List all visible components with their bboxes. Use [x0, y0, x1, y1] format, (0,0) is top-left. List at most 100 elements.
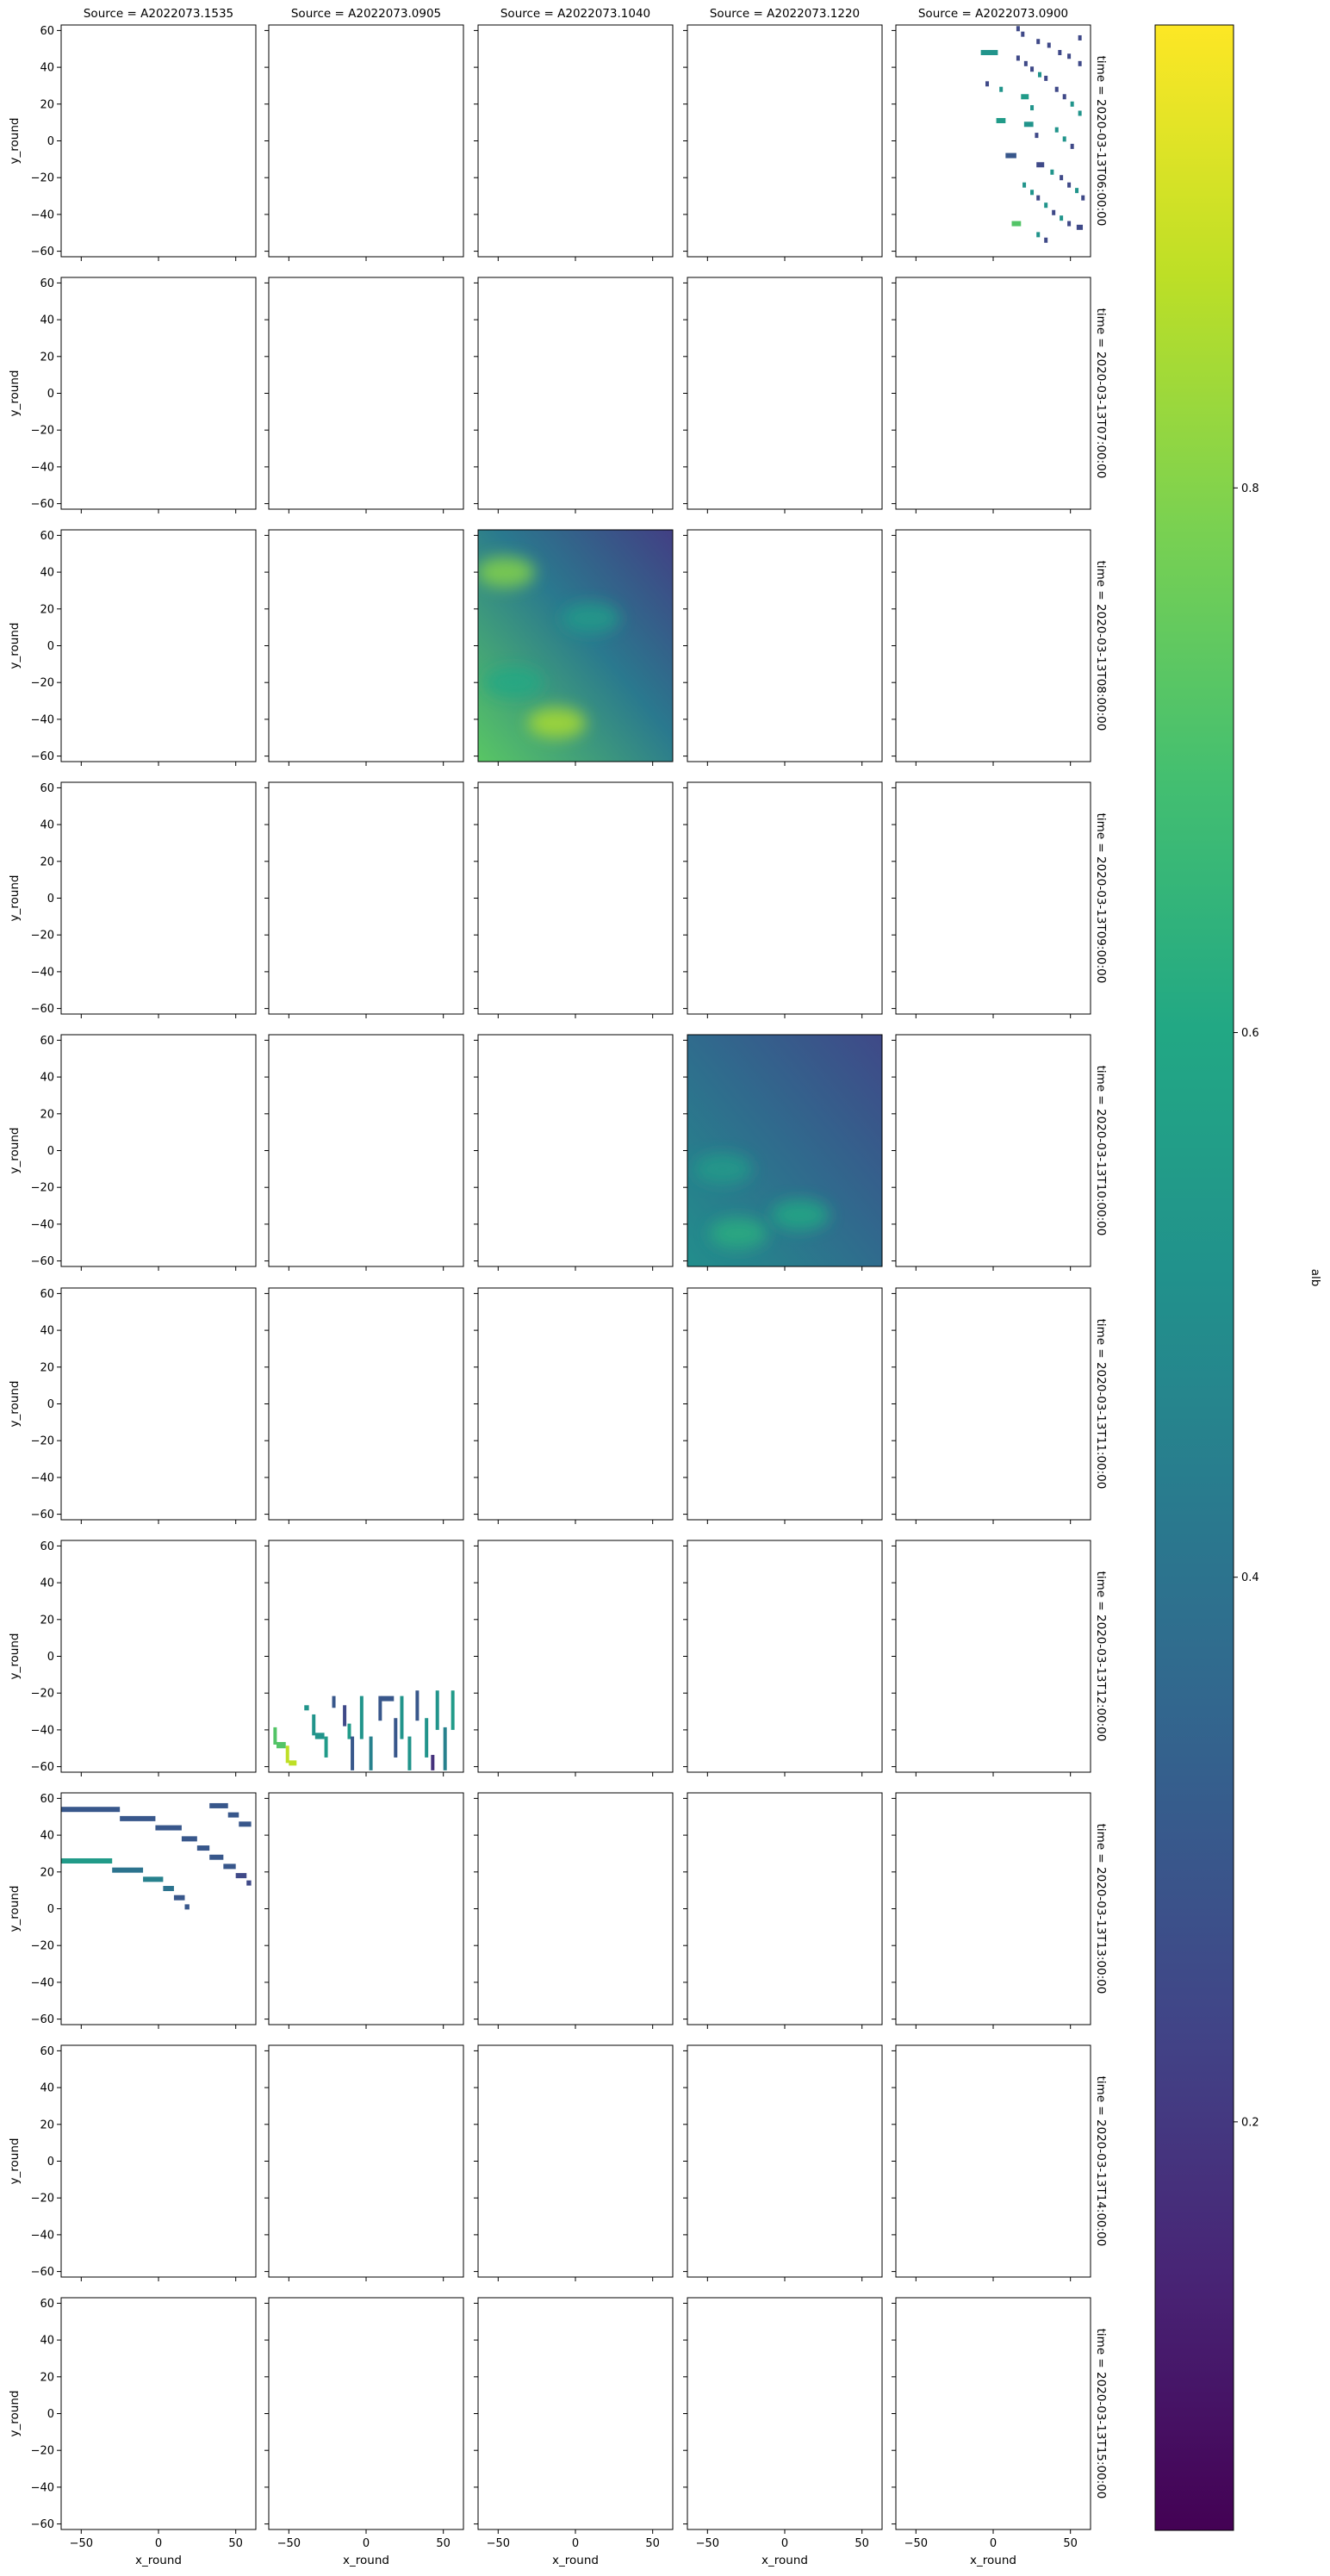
data-segment-22 — [996, 118, 1006, 124]
data-segment-4 — [304, 1705, 309, 1711]
data-segment-38 — [1044, 202, 1048, 208]
column-facet-title: Source = A2022073.1535 — [84, 7, 233, 21]
panel-frame — [895, 2297, 1091, 2530]
data-segment-0 — [273, 1727, 277, 1745]
row-facet-title: time = 2020-03-13T15:00:00 — [1094, 2329, 1108, 2499]
data-segment-7 — [324, 1736, 328, 1758]
data-segment-14 — [985, 81, 990, 87]
data-segment-10 — [1078, 60, 1082, 66]
bright-region-1 — [527, 707, 587, 739]
y-tick-label: 0 — [47, 1398, 54, 1411]
y-axis-label: y_round — [8, 1886, 22, 1932]
data-segment-44 — [1036, 232, 1041, 238]
y-tick-label: −40 — [31, 713, 54, 726]
y-tick-label: −60 — [31, 246, 54, 258]
data-segment-23 — [443, 1727, 447, 1770]
panel-r3-c3 — [683, 781, 883, 1018]
y-tick-label: −40 — [31, 1218, 54, 1231]
y-tick-label: 0 — [47, 2408, 54, 2421]
data-segment-19 — [1070, 101, 1074, 107]
panel-r6-c2 — [474, 1540, 674, 1776]
data-segment-30 — [1050, 169, 1054, 175]
panel-r1-c0: 60 40 20 0 −20 −40 −60 y_round — [8, 277, 257, 513]
y-tick-label: −60 — [31, 1003, 54, 1016]
data-segment-13 — [1044, 75, 1048, 81]
panel-r0-c1: Source = A2022073.0905 — [264, 7, 464, 261]
panel-r4-c3 — [683, 1034, 883, 1271]
panel-r9-c2: −50 0 50 x_round — [474, 2297, 674, 2567]
y-tick-label: 20 — [40, 98, 54, 111]
data-segment-34 — [1081, 195, 1085, 201]
y-tick-label: 40 — [40, 2335, 54, 2348]
panel-frame — [477, 1287, 674, 1521]
data-segment-12 — [359, 1696, 364, 1739]
panel-r0-c3: Source = A2022073.1220 — [683, 7, 883, 261]
y-tick-label: −20 — [31, 1182, 54, 1195]
panel-frame — [60, 1540, 257, 1773]
data-segment-27 — [1070, 143, 1074, 149]
data-segment-23 — [1023, 121, 1034, 128]
panel-r2-c0: 60 40 20 0 −20 −40 −60 y_round — [8, 529, 257, 766]
panel-frame — [895, 2044, 1091, 2278]
y-tick-label: 40 — [40, 62, 54, 75]
panel-r2-c4: time = 2020-03-13T08:00:00 — [892, 529, 1108, 766]
y-tick-label: 20 — [40, 2371, 54, 2384]
y-tick-label: −40 — [31, 1976, 54, 1989]
panel-r0-c2: Source = A2022073.1040 — [474, 7, 674, 261]
data-segment-42 — [1067, 221, 1072, 227]
panel-r6-c0: 60 40 20 0 −20 −40 −60 y_round — [8, 1540, 257, 1776]
panel-r7-c1 — [264, 1792, 464, 2029]
data-segment-21 — [431, 1754, 435, 1770]
y-axis-label: y_round — [8, 1633, 22, 1680]
panel-frame — [895, 24, 1091, 258]
panel-data — [687, 1035, 882, 1266]
y-tick-label: −40 — [31, 461, 54, 474]
data-segment-0 — [1016, 26, 1020, 32]
panel-frame — [268, 781, 464, 1015]
colorbar-tick-label: 0.2 — [1241, 2116, 1259, 2129]
panel-frame — [268, 1287, 464, 1521]
y-tick-label: −20 — [31, 677, 54, 690]
row-facet-title: time = 2020-03-13T08:00:00 — [1094, 561, 1108, 731]
panel-frame — [477, 1792, 674, 2025]
data-segment-17 — [400, 1696, 404, 1739]
data-segment-0 — [61, 1807, 121, 1813]
panel-frame — [268, 2044, 464, 2278]
y-tick-label: 40 — [40, 1830, 54, 1843]
data-segment-16 — [1054, 86, 1059, 92]
panel-frame — [477, 24, 674, 258]
panel-r0-c0: 60 40 20 0 −20 −40 −60 Source = A2022073.1535 y_… — [8, 7, 257, 261]
x-tick-label: 0 — [781, 2537, 788, 2550]
y-tick-label: 20 — [40, 2119, 54, 2131]
y-tick-label: 60 — [40, 2045, 54, 2058]
panel-r9-c0: −50 0 50 60 40 20 0 −20 −40 −60 x_round y_round — [8, 2297, 257, 2567]
y-tick-label: −20 — [31, 1940, 54, 1953]
data-segment-13 — [369, 1736, 373, 1770]
panel-frame — [477, 781, 674, 1015]
column-facet-title: Source = A2022073.0905 — [291, 7, 441, 21]
colorbar: 0.2 0.4 0.6 0.8 alb — [1154, 24, 1322, 2531]
x-tick-label: 50 — [645, 2537, 660, 2550]
y-tick-label: −40 — [31, 1724, 54, 1737]
y-tick-label: −60 — [31, 1255, 54, 1268]
panel-r9-c1: −50 0 50 x_round — [264, 2297, 464, 2567]
panel-frame — [687, 781, 883, 1015]
bright-region-0 — [478, 557, 536, 588]
y-tick-label: −20 — [31, 2445, 54, 2458]
panel-r5-c1 — [264, 1287, 464, 1524]
colorbar-gradient — [1154, 24, 1234, 2531]
y-tick-label: −60 — [31, 2518, 54, 2531]
data-segment-16 — [173, 1895, 185, 1901]
panel-frame — [687, 2297, 883, 2530]
y-tick-label: −20 — [31, 2193, 54, 2206]
column-facet-title: Source = A2022073.1220 — [710, 7, 860, 21]
data-segment-41 — [1060, 215, 1064, 221]
panel-r1-c4: time = 2020-03-13T07:00:00 — [892, 277, 1108, 513]
panel-r2-c3 — [683, 529, 883, 766]
panel-r8-c4: time = 2020-03-13T14:00:00 — [892, 2044, 1108, 2281]
y-axis-label: y_round — [8, 2391, 22, 2437]
data-segment-17 — [1021, 94, 1029, 100]
panel-r5-c2 — [474, 1287, 674, 1524]
y-tick-label: 60 — [40, 1035, 54, 1048]
